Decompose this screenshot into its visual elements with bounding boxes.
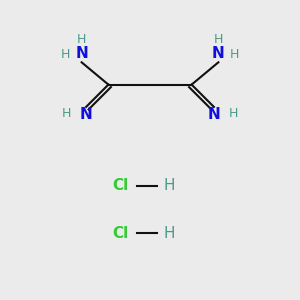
- Text: H: H: [61, 48, 70, 61]
- Text: H: H: [77, 33, 86, 46]
- Text: H: H: [62, 107, 71, 120]
- Text: H: H: [230, 48, 239, 61]
- Text: Cl: Cl: [112, 226, 128, 241]
- Text: H: H: [164, 226, 175, 241]
- Text: N: N: [212, 46, 225, 61]
- Text: N: N: [75, 46, 88, 61]
- Text: N: N: [80, 107, 92, 122]
- Text: H: H: [164, 178, 175, 193]
- Text: N: N: [208, 107, 220, 122]
- Text: H: H: [214, 33, 223, 46]
- Text: Cl: Cl: [112, 178, 128, 193]
- Text: H: H: [229, 107, 238, 120]
